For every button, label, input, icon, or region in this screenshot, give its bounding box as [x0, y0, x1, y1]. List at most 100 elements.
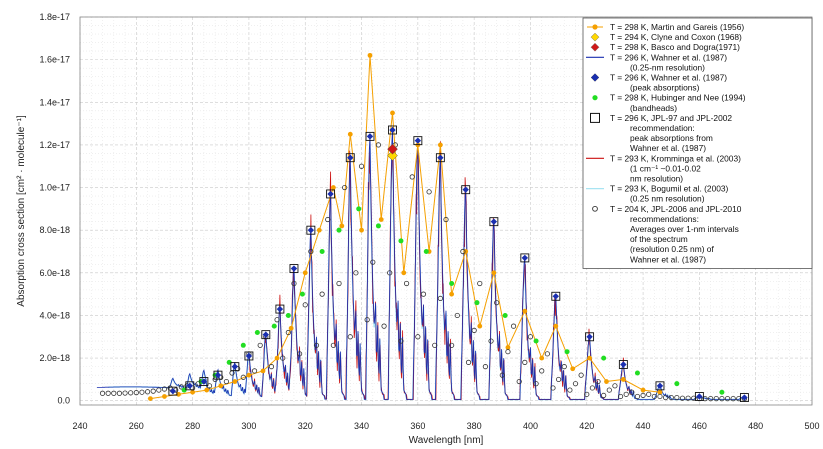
jpl2010-point	[358, 163, 365, 169]
legend-marker	[592, 24, 598, 30]
jpl2010-point	[634, 393, 641, 400]
jpl2010-point	[285, 329, 291, 336]
jpl97-point	[326, 189, 336, 199]
legend-entry-text: recommendations:	[630, 214, 699, 224]
hubinger-nee-point	[356, 206, 362, 212]
x-axis-label: Wavelength [nm]	[409, 435, 484, 446]
wahner-peak-point	[620, 361, 627, 368]
x-tick-label: 240	[72, 421, 87, 431]
legend-entry-text: Wahner et al. (1987)	[630, 254, 706, 264]
jpl2010-point	[668, 394, 674, 401]
jpl2010-point	[578, 372, 584, 378]
legend-marker	[592, 95, 598, 101]
jpl2010-point	[539, 368, 545, 374]
legend-entry-text: recommendation:	[630, 123, 695, 133]
wahner-peak-point	[437, 154, 444, 161]
jpl2010-point	[477, 280, 483, 287]
jpl2010-point	[454, 312, 460, 319]
jpl2010-point	[426, 189, 432, 195]
jpl97-point	[306, 225, 316, 235]
jpl97-point	[213, 370, 223, 380]
wahner-peak-point	[327, 190, 334, 198]
wahner-peak-point	[521, 254, 529, 262]
martin-gareis-point	[477, 323, 483, 329]
martin-gareis-point	[491, 270, 497, 276]
jpl2010-point	[432, 342, 438, 348]
jpl2010-point	[685, 395, 691, 401]
wahner-peak-point	[276, 305, 284, 313]
wahner-peak-point	[741, 394, 748, 401]
jpl2010-point	[280, 355, 286, 361]
martin-gareis-point	[316, 227, 322, 233]
martin-gareis-point	[347, 131, 353, 137]
jpl2010-point	[291, 280, 297, 287]
wahner-peak-point	[262, 331, 270, 338]
jpl2010-point	[612, 383, 618, 389]
legend-entry-text: T = 298 K, Basco and Dogra(1971)	[610, 42, 740, 52]
jpl2010-point	[375, 142, 382, 148]
hubinger-nee-point	[398, 238, 404, 244]
legend-marker	[590, 112, 600, 123]
wahner-peak-point	[462, 186, 469, 193]
hubinger-nee-point	[634, 370, 640, 376]
jpl97-point	[655, 381, 665, 391]
jpl2010-point	[144, 389, 151, 395]
jpl2010-point	[336, 280, 342, 287]
jpl2010-point	[640, 392, 646, 399]
wahner-peak-point	[245, 352, 253, 360]
legend-marker	[590, 32, 600, 42]
basco-dogra-point	[387, 143, 398, 155]
jpl97-point	[413, 136, 423, 146]
y-tick-label: 6.0e-18	[39, 268, 70, 278]
jpl97-point	[230, 362, 240, 372]
x-tick-label: 300	[241, 421, 256, 431]
legend-entry-text: (0.25 nm resolution)	[630, 194, 705, 204]
wahner-peak-point	[490, 218, 498, 225]
jpl2010-point	[544, 351, 550, 357]
jpl2010-point	[662, 394, 669, 401]
legend-entry-text: (bandheads)	[630, 103, 677, 113]
jpl97-point	[739, 393, 749, 402]
jpl2010-point	[623, 391, 629, 397]
jpl2010-point	[646, 391, 652, 397]
martin-gareis-point	[390, 110, 395, 116]
jpl97-point	[289, 264, 299, 274]
legend-entry-text: of the spectrum	[630, 234, 688, 244]
x-tick-label: 500	[804, 421, 819, 431]
wahner-peak-point	[696, 393, 703, 400]
hubinger-nee-point	[254, 330, 260, 336]
jpl2010-point	[330, 342, 336, 348]
jpl2010-point	[561, 364, 567, 370]
jpl2010-point	[471, 327, 477, 333]
hubinger-nee-point	[474, 300, 480, 306]
jpl2010-point	[584, 391, 590, 397]
jpl2010-point	[150, 388, 156, 394]
x-tick-label: 260	[129, 421, 144, 431]
x-tick-label: 420	[579, 421, 594, 431]
x-tick-label: 440	[636, 421, 651, 431]
jpl2010-point	[443, 216, 449, 223]
jpl2010-point	[240, 374, 246, 380]
jpl2010-point	[617, 393, 624, 400]
martin-gareis-point	[162, 394, 167, 399]
jpl97-point	[199, 377, 209, 386]
jpl2010-point	[370, 259, 376, 265]
jpl2010-point	[567, 387, 573, 393]
jpl2010-point	[268, 364, 275, 370]
jpl2010-point	[679, 395, 686, 401]
jpl2010-point	[730, 396, 736, 402]
wahner-peak-point	[231, 363, 239, 370]
hubinger-nee-point	[375, 223, 381, 229]
hubinger-nee-point	[285, 312, 291, 318]
hubinger-nee-point	[564, 349, 570, 355]
jpl2010-point	[409, 174, 415, 180]
jpl2010-point	[296, 351, 303, 357]
martin-gareis-point	[367, 52, 373, 58]
jpl97-point	[694, 392, 704, 401]
y-tick-label: 0.0	[57, 396, 70, 406]
jpl2010-point	[128, 390, 134, 396]
jpl2010-point	[347, 334, 353, 340]
martin-gareis-point	[553, 323, 559, 329]
jpl2010-point	[657, 393, 663, 400]
